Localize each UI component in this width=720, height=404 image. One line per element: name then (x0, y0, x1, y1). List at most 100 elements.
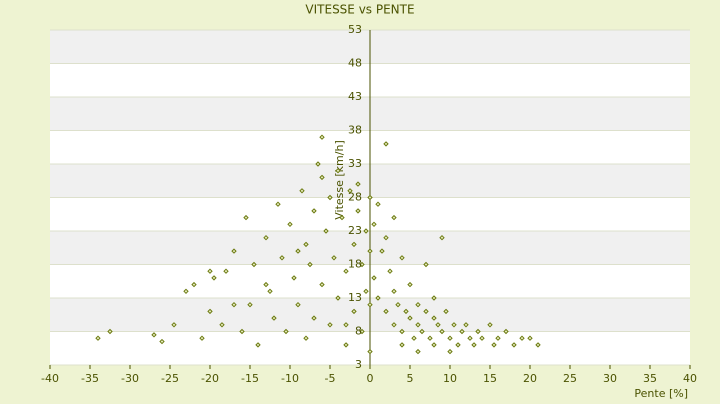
scatter-point (383, 308, 389, 315)
scatter-point (519, 335, 525, 341)
scatter-point (263, 281, 269, 288)
scatter-point (107, 328, 113, 335)
scatter-point (231, 248, 237, 254)
scatter-point (275, 201, 281, 207)
scatter-point (367, 194, 373, 201)
scatter-point (375, 201, 381, 207)
scatter-point (475, 328, 481, 335)
scatter-point (331, 255, 337, 261)
scatter-point (171, 322, 177, 328)
scatter-point (391, 322, 397, 328)
scatter-point (427, 335, 433, 341)
scatter-point (319, 174, 325, 181)
scatter-point (207, 268, 213, 274)
scatter-point (251, 261, 257, 268)
scatter-point (407, 315, 413, 321)
scatter-point (399, 328, 405, 335)
scatter-point (355, 208, 361, 214)
x-tick-label: 40 (683, 372, 697, 385)
scatter-point (435, 322, 441, 328)
scatter-point (287, 221, 293, 228)
scatter-point (371, 221, 377, 228)
scatter-point (359, 328, 365, 335)
y-tick-label: 3 (355, 358, 362, 371)
scatter-point (371, 275, 377, 281)
scatter-point (431, 315, 437, 321)
chart-title: VITESSE vs PENTE (305, 3, 414, 17)
scatter-point (219, 322, 225, 328)
scatter-point (363, 228, 369, 234)
scatter-point (351, 241, 357, 248)
scatter-point (359, 261, 365, 268)
x-tick-label: 15 (483, 372, 497, 385)
scatter-point (343, 342, 349, 348)
scatter-point (343, 268, 349, 274)
scatter-point (387, 268, 393, 274)
x-tick-label: -10 (281, 372, 299, 385)
x-tick-label: 0 (367, 372, 374, 385)
scatter-point (267, 288, 273, 295)
scatter-point (407, 281, 413, 288)
scatter-point (207, 308, 213, 315)
scatter-point (347, 188, 353, 194)
scatter-point (343, 322, 349, 328)
scatter-point (383, 141, 389, 147)
scatter-point (295, 248, 301, 254)
scatter-point (239, 328, 245, 335)
y-tick-label: 48 (348, 57, 362, 70)
y-tick-label: 33 (348, 157, 362, 170)
scatter-point (279, 255, 285, 261)
scatter-point (479, 335, 485, 341)
scatter-point (511, 342, 517, 348)
scatter-point (307, 261, 313, 268)
scatter-point (439, 234, 445, 241)
scatter-point (463, 322, 469, 328)
scatter-point (95, 335, 101, 341)
scatter-point (319, 134, 325, 140)
scatter-point (271, 315, 277, 321)
x-tick-label: -25 (161, 372, 179, 385)
scatter-point (395, 301, 401, 308)
scatter-point (451, 322, 457, 328)
x-tick-label: 20 (523, 372, 537, 385)
scatter-point (263, 234, 269, 241)
scatter-point (291, 275, 297, 281)
x-tick-label: 35 (643, 372, 657, 385)
scatter-point (419, 328, 425, 335)
scatter-point (339, 214, 345, 221)
scatter-point (447, 348, 453, 355)
scatter-point (467, 335, 473, 341)
scatter-point (211, 275, 217, 281)
scatter-point (431, 295, 437, 301)
scatter-point (319, 281, 325, 288)
x-tick-label: -40 (41, 372, 59, 385)
scatter-point (367, 301, 373, 308)
x-tick-label: -30 (121, 372, 139, 385)
scatter-point (471, 342, 477, 348)
scatter-point (303, 241, 309, 248)
scatter-point (231, 301, 237, 308)
scatter-point (327, 322, 333, 328)
scatter-point (535, 342, 541, 348)
y-tick-label: 23 (348, 224, 362, 237)
scatter-point (403, 308, 409, 315)
x-tick-label: -5 (325, 372, 336, 385)
y-axis-label: Vitesse [km/h] (333, 140, 346, 220)
scatter-point (363, 288, 369, 295)
scatter-point (315, 161, 321, 167)
y-tick-label: 38 (348, 124, 362, 137)
scatter-point (423, 261, 429, 268)
y-tick-label: 43 (348, 90, 362, 103)
x-tick-label: 5 (407, 372, 414, 385)
x-tick-label: 30 (603, 372, 617, 385)
x-tick-label: -15 (241, 372, 259, 385)
scatter-point (247, 301, 253, 308)
scatter-point (159, 338, 165, 345)
scatter-point (151, 332, 157, 338)
scatter-point (335, 295, 341, 301)
scatter-point (415, 322, 421, 328)
scatter-point (299, 188, 305, 194)
scatter-point (379, 248, 385, 254)
scatter-point (527, 335, 533, 341)
